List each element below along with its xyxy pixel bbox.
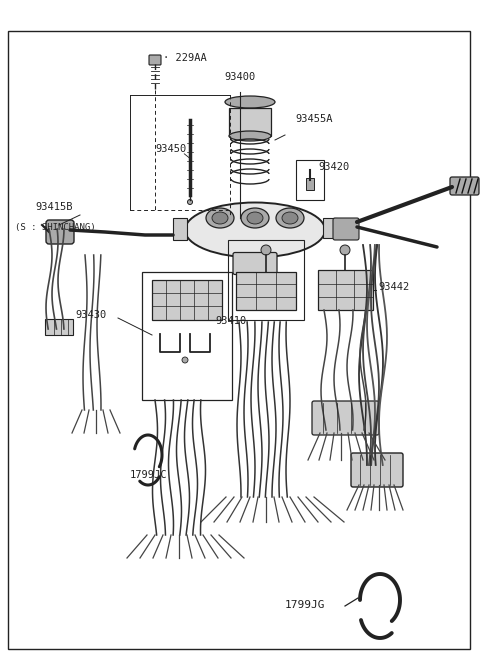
Bar	[229, 108, 271, 136]
Bar	[228, 240, 304, 320]
FancyBboxPatch shape	[233, 252, 277, 275]
Bar	[152, 280, 222, 320]
Text: (S : SHINCHANG): (S : SHINCHANG)	[15, 223, 96, 232]
Ellipse shape	[276, 208, 304, 228]
FancyBboxPatch shape	[149, 55, 161, 65]
Bar	[323, 218, 337, 238]
Text: 93442: 93442	[378, 282, 409, 292]
FancyBboxPatch shape	[46, 220, 74, 244]
Circle shape	[261, 245, 271, 255]
Ellipse shape	[225, 96, 275, 108]
Ellipse shape	[229, 131, 271, 141]
Bar	[45, 319, 73, 335]
Text: · 229AA: · 229AA	[163, 53, 207, 63]
Text: 1799JG: 1799JG	[285, 600, 325, 610]
Text: 93450: 93450	[155, 144, 186, 154]
Text: 93410: 93410	[216, 316, 247, 326]
Bar	[142, 272, 232, 400]
FancyBboxPatch shape	[312, 401, 379, 435]
FancyBboxPatch shape	[351, 453, 403, 487]
Text: 93415B: 93415B	[35, 202, 72, 212]
Circle shape	[340, 245, 350, 255]
Ellipse shape	[247, 212, 263, 224]
FancyBboxPatch shape	[333, 218, 359, 240]
Ellipse shape	[206, 208, 234, 228]
Bar	[173, 218, 187, 240]
Circle shape	[188, 200, 192, 204]
Bar	[306, 178, 314, 190]
Ellipse shape	[282, 212, 298, 224]
Ellipse shape	[185, 202, 325, 258]
Text: 93400: 93400	[224, 72, 256, 82]
Bar	[296, 160, 324, 200]
Text: 93455A: 93455A	[295, 114, 333, 124]
Text: 93430: 93430	[75, 310, 106, 320]
Bar	[236, 272, 296, 310]
Ellipse shape	[241, 208, 269, 228]
Text: 93420: 93420	[318, 162, 349, 172]
Circle shape	[182, 357, 188, 363]
Bar	[318, 270, 373, 310]
Ellipse shape	[212, 212, 228, 224]
Text: 1799JC: 1799JC	[130, 470, 168, 480]
FancyBboxPatch shape	[450, 177, 479, 195]
